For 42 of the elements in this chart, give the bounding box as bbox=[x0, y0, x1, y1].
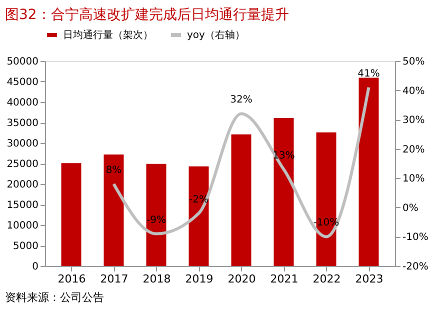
data-label: 8% bbox=[106, 165, 122, 176]
x-tick-label: 2020 bbox=[228, 272, 256, 286]
y-tick-label: 35000 bbox=[6, 118, 38, 129]
data-label: 32% bbox=[230, 94, 252, 106]
y-tick-label: 20000 bbox=[6, 180, 38, 190]
bar bbox=[188, 166, 209, 266]
bar bbox=[231, 134, 252, 266]
data-label: 41% bbox=[358, 68, 380, 80]
bar bbox=[274, 118, 294, 266]
x-tick-label: 2022 bbox=[312, 272, 341, 286]
y2-tick-label: -20% bbox=[402, 262, 428, 272]
y2-tick-label: 0% bbox=[402, 202, 418, 214]
bar bbox=[61, 163, 82, 266]
y2-tick-label: 20% bbox=[402, 144, 425, 156]
y-tick-label: 0 bbox=[32, 262, 38, 272]
x-tick-label: 2017 bbox=[100, 272, 128, 286]
y2-tick-label: -10% bbox=[402, 232, 428, 244]
legend-label: yoy（右轴） bbox=[187, 29, 245, 41]
chart-title: 图32：合宁高速改扩建完成后日均通行量提升 bbox=[5, 7, 289, 23]
y2-tick-label: 50% bbox=[402, 56, 425, 68]
x-tick-label: 2018 bbox=[142, 272, 171, 286]
legend-label: 日均通行量（架次） bbox=[63, 29, 153, 41]
bar bbox=[358, 78, 379, 266]
y-tick-label: 10000 bbox=[6, 220, 38, 232]
y-tick-label: 40000 bbox=[6, 98, 38, 108]
y-tick-label: 15000 bbox=[6, 200, 38, 211]
bar bbox=[104, 154, 124, 266]
x-tick-label: 2021 bbox=[270, 272, 298, 286]
y-tick-label: 50000 bbox=[6, 56, 38, 68]
y-tick-label: 25000 bbox=[6, 159, 38, 170]
data-label: -9% bbox=[146, 214, 166, 226]
y2-tick-label: 10% bbox=[402, 174, 425, 185]
y-tick-label: 5000 bbox=[13, 241, 38, 252]
x-tick-label: 2019 bbox=[185, 272, 214, 286]
bar bbox=[146, 164, 166, 266]
y-tick-label: 30000 bbox=[6, 138, 38, 150]
y2-tick-label: 30% bbox=[402, 115, 425, 126]
y-tick-label: 45000 bbox=[6, 77, 38, 88]
y2-tick-label: 40% bbox=[402, 86, 425, 97]
x-tick-label: 2023 bbox=[355, 272, 384, 286]
text: 资料来源：公司公告 bbox=[5, 291, 104, 304]
x-tick-label: 2016 bbox=[58, 272, 86, 286]
